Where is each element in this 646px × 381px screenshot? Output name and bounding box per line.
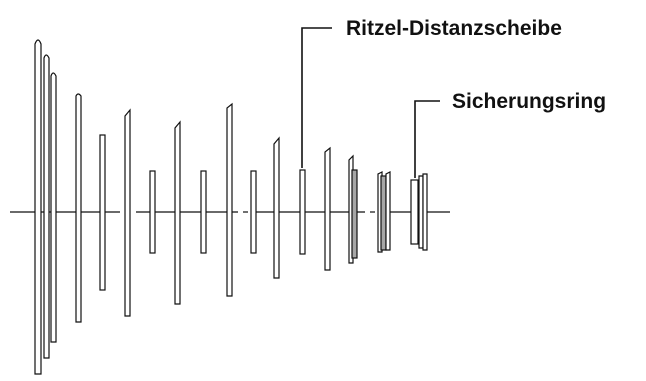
sprocket-9 — [324, 146, 331, 271]
retaining-ring — [410, 179, 419, 245]
pinion-spacer — [299, 169, 306, 255]
lockring — [418, 173, 428, 251]
sprocket-2 — [43, 54, 50, 359]
retaining-ring-label: Sicherungsring — [452, 90, 606, 113]
sprocket-6 — [174, 120, 181, 305]
spacer-ring-3 — [200, 170, 207, 254]
sprocket-7 — [226, 102, 233, 297]
retaining-ring-leader — [414, 100, 440, 178]
sprocket-10 — [348, 154, 358, 264]
spacer-ring-4 — [250, 170, 257, 254]
spacer-label: Ritzel-Distanzscheibe — [346, 17, 562, 40]
spacer-ring-1 — [99, 134, 106, 291]
sprocket-3 — [50, 72, 57, 343]
sprocket-4 — [75, 93, 82, 323]
sprocket-1 — [34, 39, 42, 375]
spacer-leader — [301, 27, 332, 168]
sprocket-8 — [273, 136, 280, 279]
sprocket-11 — [377, 171, 391, 253]
sprocket-5 — [124, 108, 131, 317]
callout-leaders — [301, 27, 440, 178]
spacer-ring-2 — [149, 170, 156, 254]
